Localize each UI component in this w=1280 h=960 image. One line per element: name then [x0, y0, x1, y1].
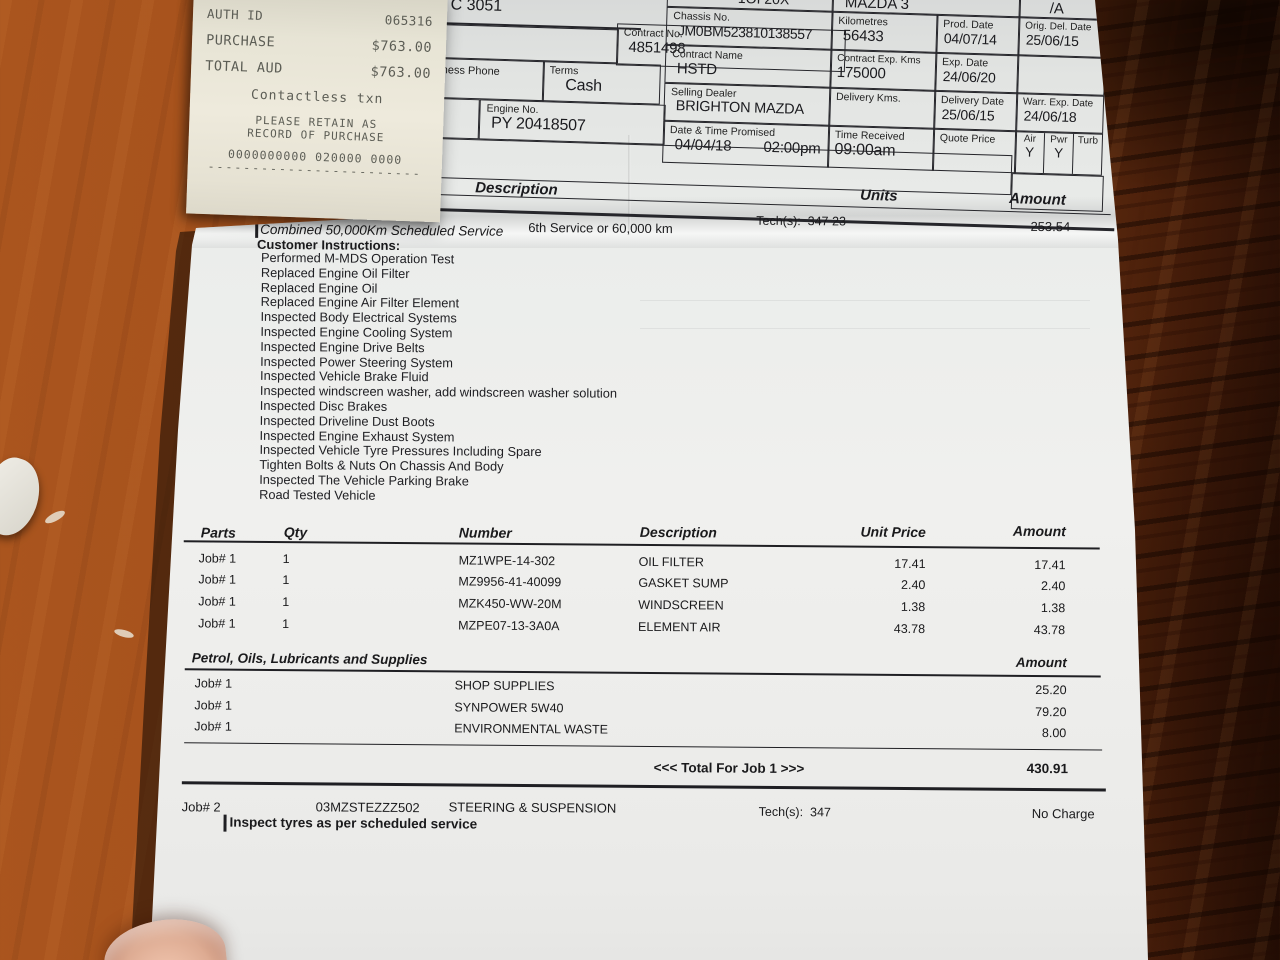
supply-job: Job# 1: [194, 676, 233, 691]
parts-header-unit-price: Unit Price: [860, 523, 926, 541]
supplies-title: Petrol, Oils, Lubricants and Supplies: [191, 650, 428, 668]
supply-description: SHOP SUPPLIES: [454, 678, 555, 694]
receipt-total-row: TOTAL AUD $763.00: [205, 58, 431, 82]
supply-description: ENVIRONMENTAL WASTE: [454, 721, 609, 737]
part-description: ELEMENT AIR: [638, 619, 721, 635]
part-amount: 2.40: [1041, 579, 1066, 594]
parts-header-number: Number: [458, 524, 512, 541]
techs-label: Tech(s):: [756, 213, 801, 229]
receipt-purchase-label: PURCHASE: [205, 32, 276, 51]
part-unit-price: 2.40: [901, 577, 926, 593]
part-amount: 1.38: [1040, 601, 1066, 616]
showthrough-line: [640, 300, 1090, 301]
receipt-auth-label: AUTH ID: [206, 6, 264, 23]
job2-note: Inspect tyres as per scheduled service: [229, 814, 478, 832]
part-job: Job# 1: [198, 616, 236, 631]
part-job: Job# 1: [198, 572, 237, 587]
supply-amount: 79.20: [1035, 704, 1067, 720]
instruction-item: Road Tested Vehicle: [259, 486, 376, 503]
part-amount: 17.41: [1034, 557, 1066, 573]
receipt-auth-value: 065316: [384, 12, 434, 29]
parts-header-description: Description: [639, 523, 717, 541]
part-amount: 43.78: [1033, 622, 1066, 638]
part-number: MZ9956-41-40099: [458, 574, 562, 590]
part-number: MZK450-WW-20M: [458, 596, 562, 612]
parts-header-qty: Qty: [283, 524, 308, 541]
job2-charge: No Charge: [1031, 805, 1095, 822]
part-description: OIL FILTER: [638, 554, 704, 570]
receipt-total-value: $763.00: [370, 63, 432, 82]
receipt-auth-row: AUTH ID 065316: [207, 6, 433, 29]
part-qty: 1: [282, 595, 290, 610]
part-unit-price: 43.78: [893, 621, 926, 637]
receipt-purchase-value: $763.00: [371, 37, 433, 56]
supplies-header-rule: [184, 668, 1101, 678]
job1-total-label: <<< Total For Job 1 >>>: [653, 759, 805, 777]
job2-job: Job# 2: [181, 799, 221, 815]
job1-total-amount: 430.91: [1026, 760, 1069, 777]
supply-job: Job# 1: [194, 719, 232, 734]
part-job: Job# 1: [198, 594, 236, 609]
receipt-total-label: TOTAL AUD: [204, 58, 284, 77]
part-qty: 1: [282, 573, 290, 588]
job2-description: STEERING & SUSPENSION: [448, 799, 617, 816]
job2-techs-label: Tech(s):: [758, 804, 804, 820]
eftpos-receipt: 2EA46H3191B2EFEA AUTH ID 065316 PURCHASE…: [186, 0, 448, 223]
part-unit-price: 17.41: [894, 556, 926, 572]
supply-amount: 8.00: [1041, 726, 1067, 741]
parts-header-parts: Parts: [200, 524, 236, 541]
receipt-purchase-row: PURCHASE $763.00: [206, 32, 432, 56]
part-qty: 1: [282, 617, 290, 632]
field-marker: [223, 814, 227, 832]
supplies-amount-header: Amount: [1015, 654, 1067, 671]
field-marker: [255, 222, 259, 238]
part-number: MZ1WPE-14-302: [458, 553, 556, 569]
service-interval: 6th Service or 60,000 km: [528, 219, 673, 237]
supply-description: SYNPOWER 5W40: [454, 700, 564, 716]
job2-code: 03MZSTEZZZ502: [315, 799, 420, 816]
part-job: Job# 1: [198, 551, 237, 566]
service-techs: Tech(s): 347 23: [756, 214, 846, 229]
part-number: MZPE07-13-3A0A: [458, 618, 560, 634]
supply-job: Job# 1: [194, 698, 233, 713]
paper-vertical-crease: [628, 135, 631, 235]
supply-amount: 25.20: [1035, 682, 1067, 698]
supplies-bottom-rule: [184, 742, 1103, 751]
receipt-txn-type: Contactless txn: [250, 87, 384, 108]
part-qty: 1: [282, 552, 290, 567]
job2-techs: Tech(s): 347: [759, 805, 831, 820]
part-description: WINDSCREEN: [638, 597, 724, 613]
part-description: GASKET SUMP: [638, 575, 729, 591]
job2-techs-value: 347: [809, 805, 831, 820]
parts-header-amount: Amount: [1012, 522, 1066, 540]
customer-instructions-list: Performed M-MDS Operation Test Replaced …: [259, 250, 618, 505]
showthrough-line: [640, 328, 1090, 329]
parts-header-rule: [183, 540, 1100, 550]
techs-value: 347 23: [807, 214, 846, 229]
job1-total-rule: [181, 781, 1106, 792]
part-unit-price: 1.38: [900, 599, 926, 615]
service-amount: 253.54: [1030, 218, 1071, 235]
